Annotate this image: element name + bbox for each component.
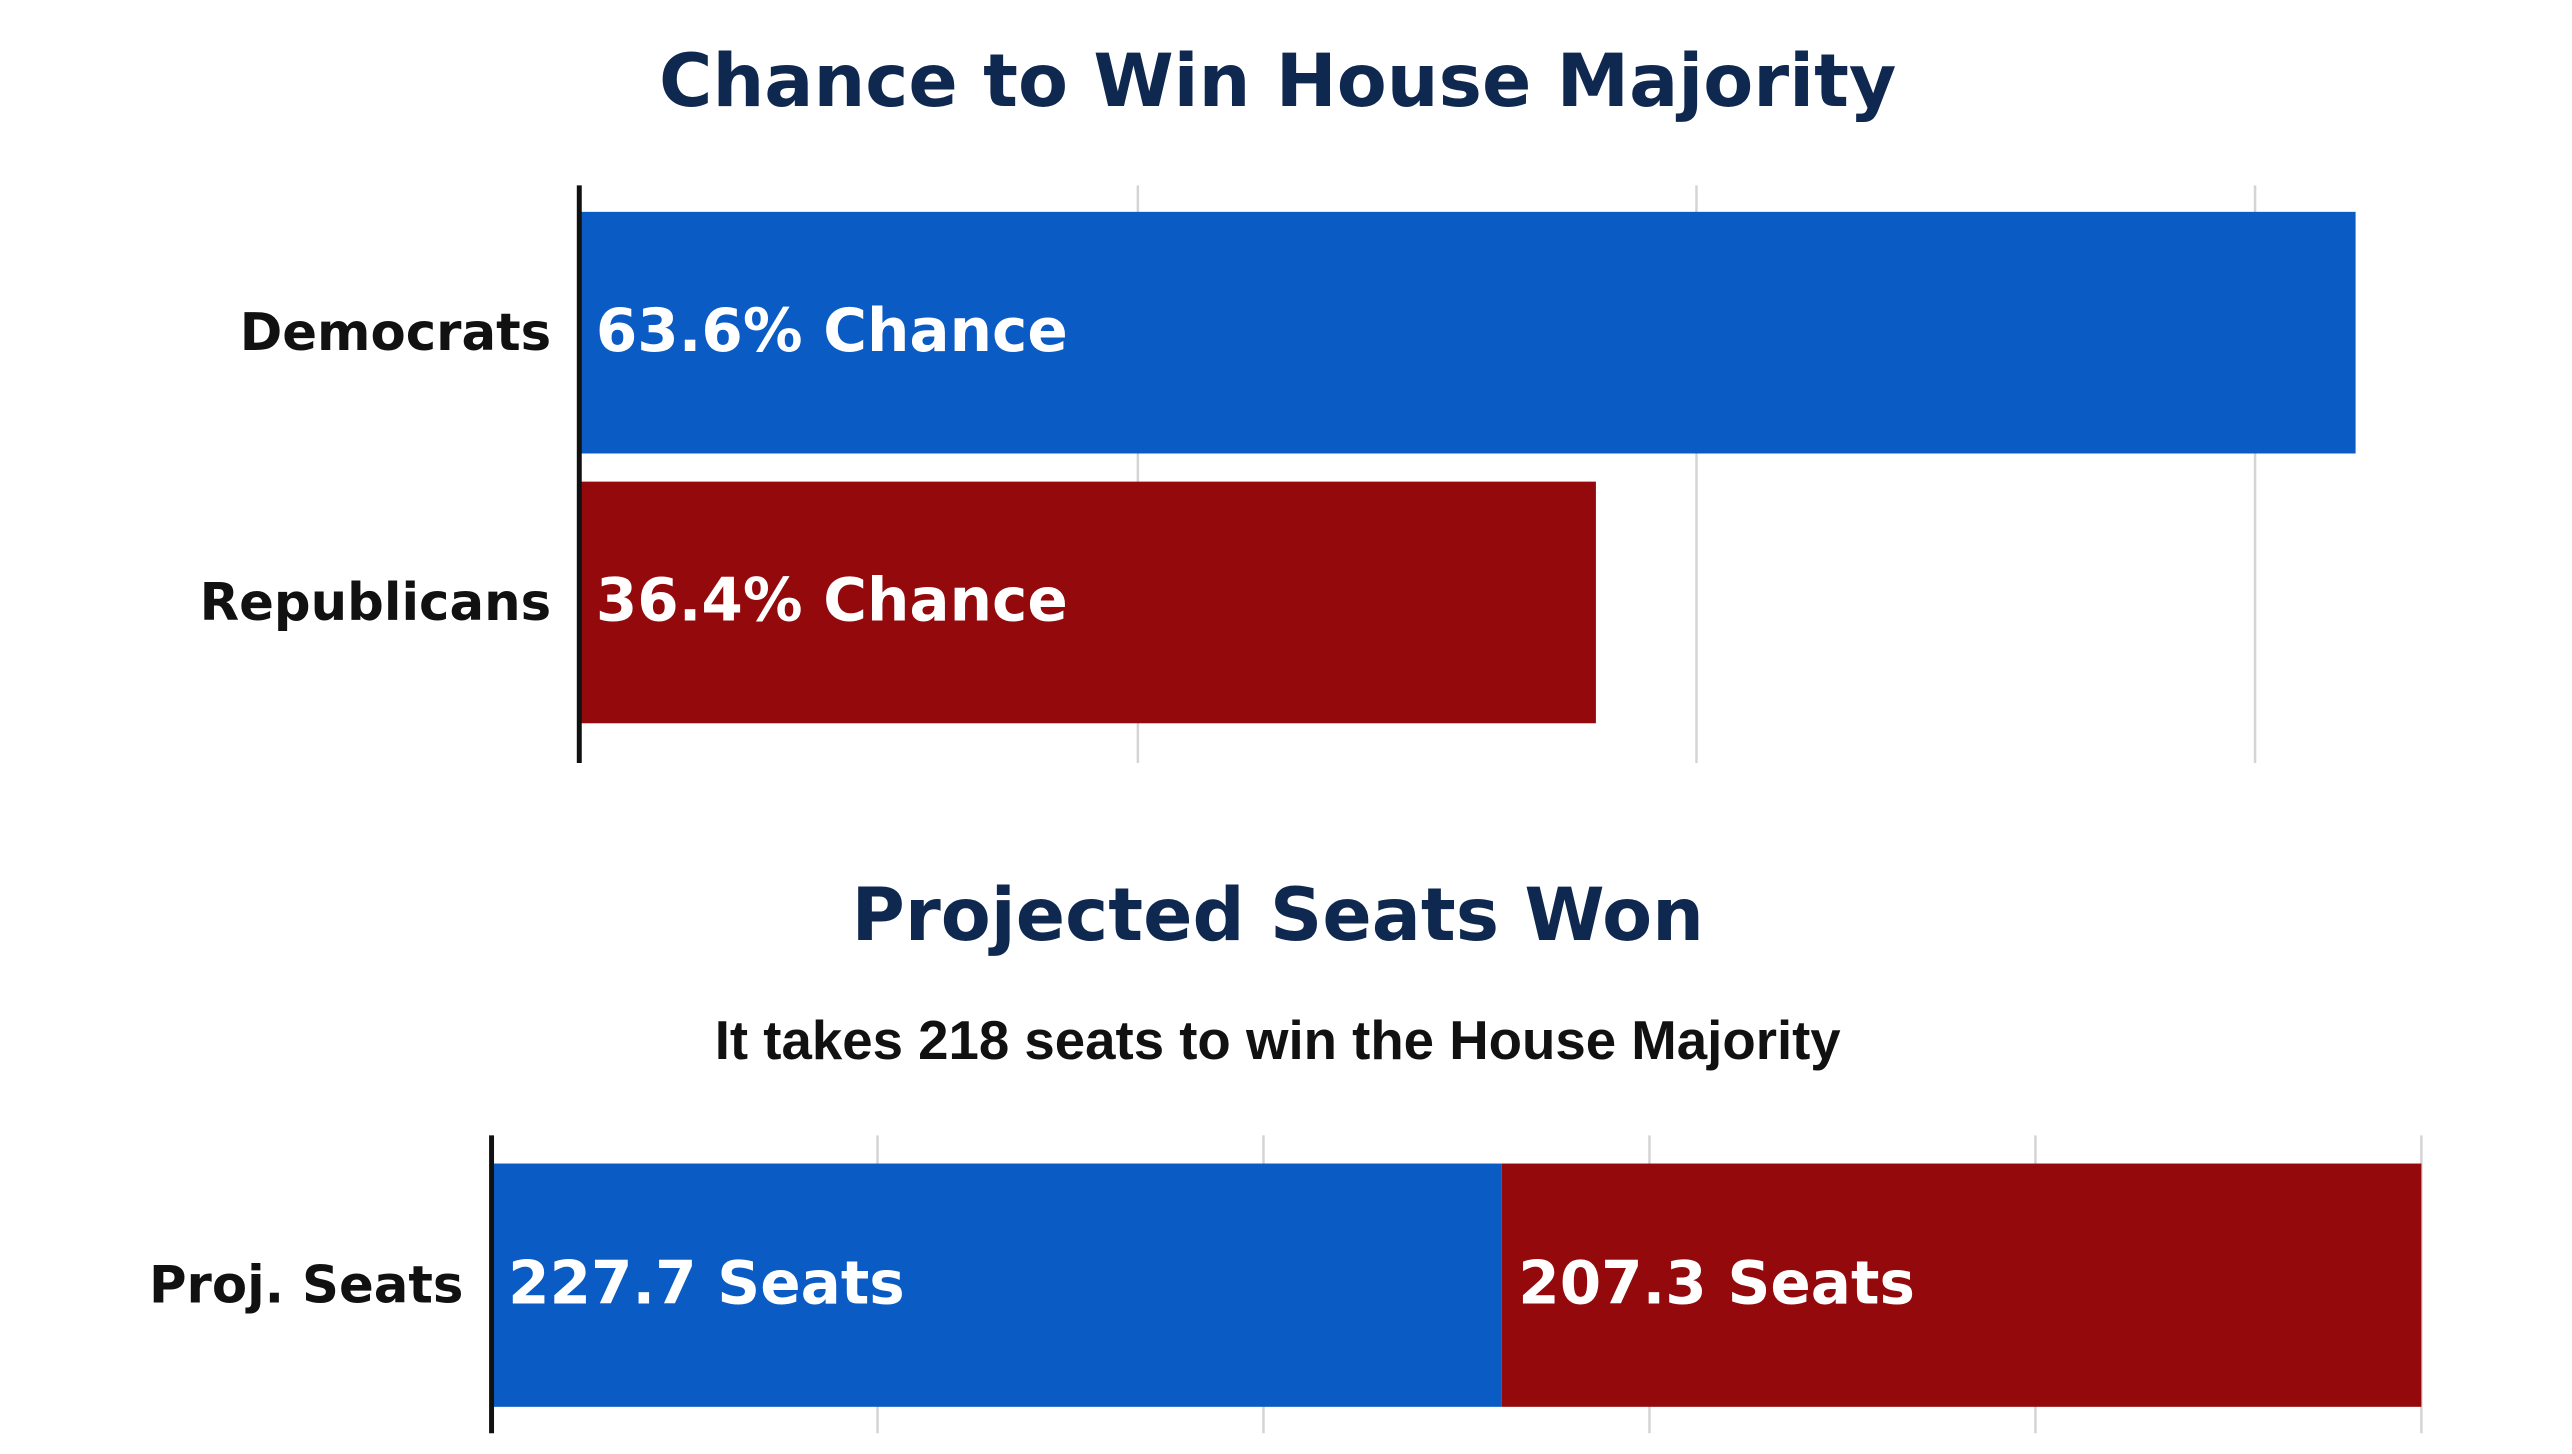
value-label: 227.7 Seats [508,1249,905,1318]
value-label: 63.6% Chance [596,297,1068,366]
bar-segment [1501,1163,2422,1407]
category-label: Democrats [240,303,551,363]
bar-segment [491,1163,1502,1407]
category-label: Republicans [200,573,552,633]
value-label: 207.3 Seats [1518,1249,1915,1318]
bar [579,211,2356,454]
chart-title: Chance to Win House Majority [659,39,1896,124]
chart-subtitle: It takes 218 seats to win the House Majo… [715,1010,1842,1071]
category-label: Proj. Seats [149,1255,463,1315]
value-label: 36.4% Chance [596,567,1068,636]
bar [579,481,1596,724]
chart-title: Projected Seats Won [851,873,1703,958]
